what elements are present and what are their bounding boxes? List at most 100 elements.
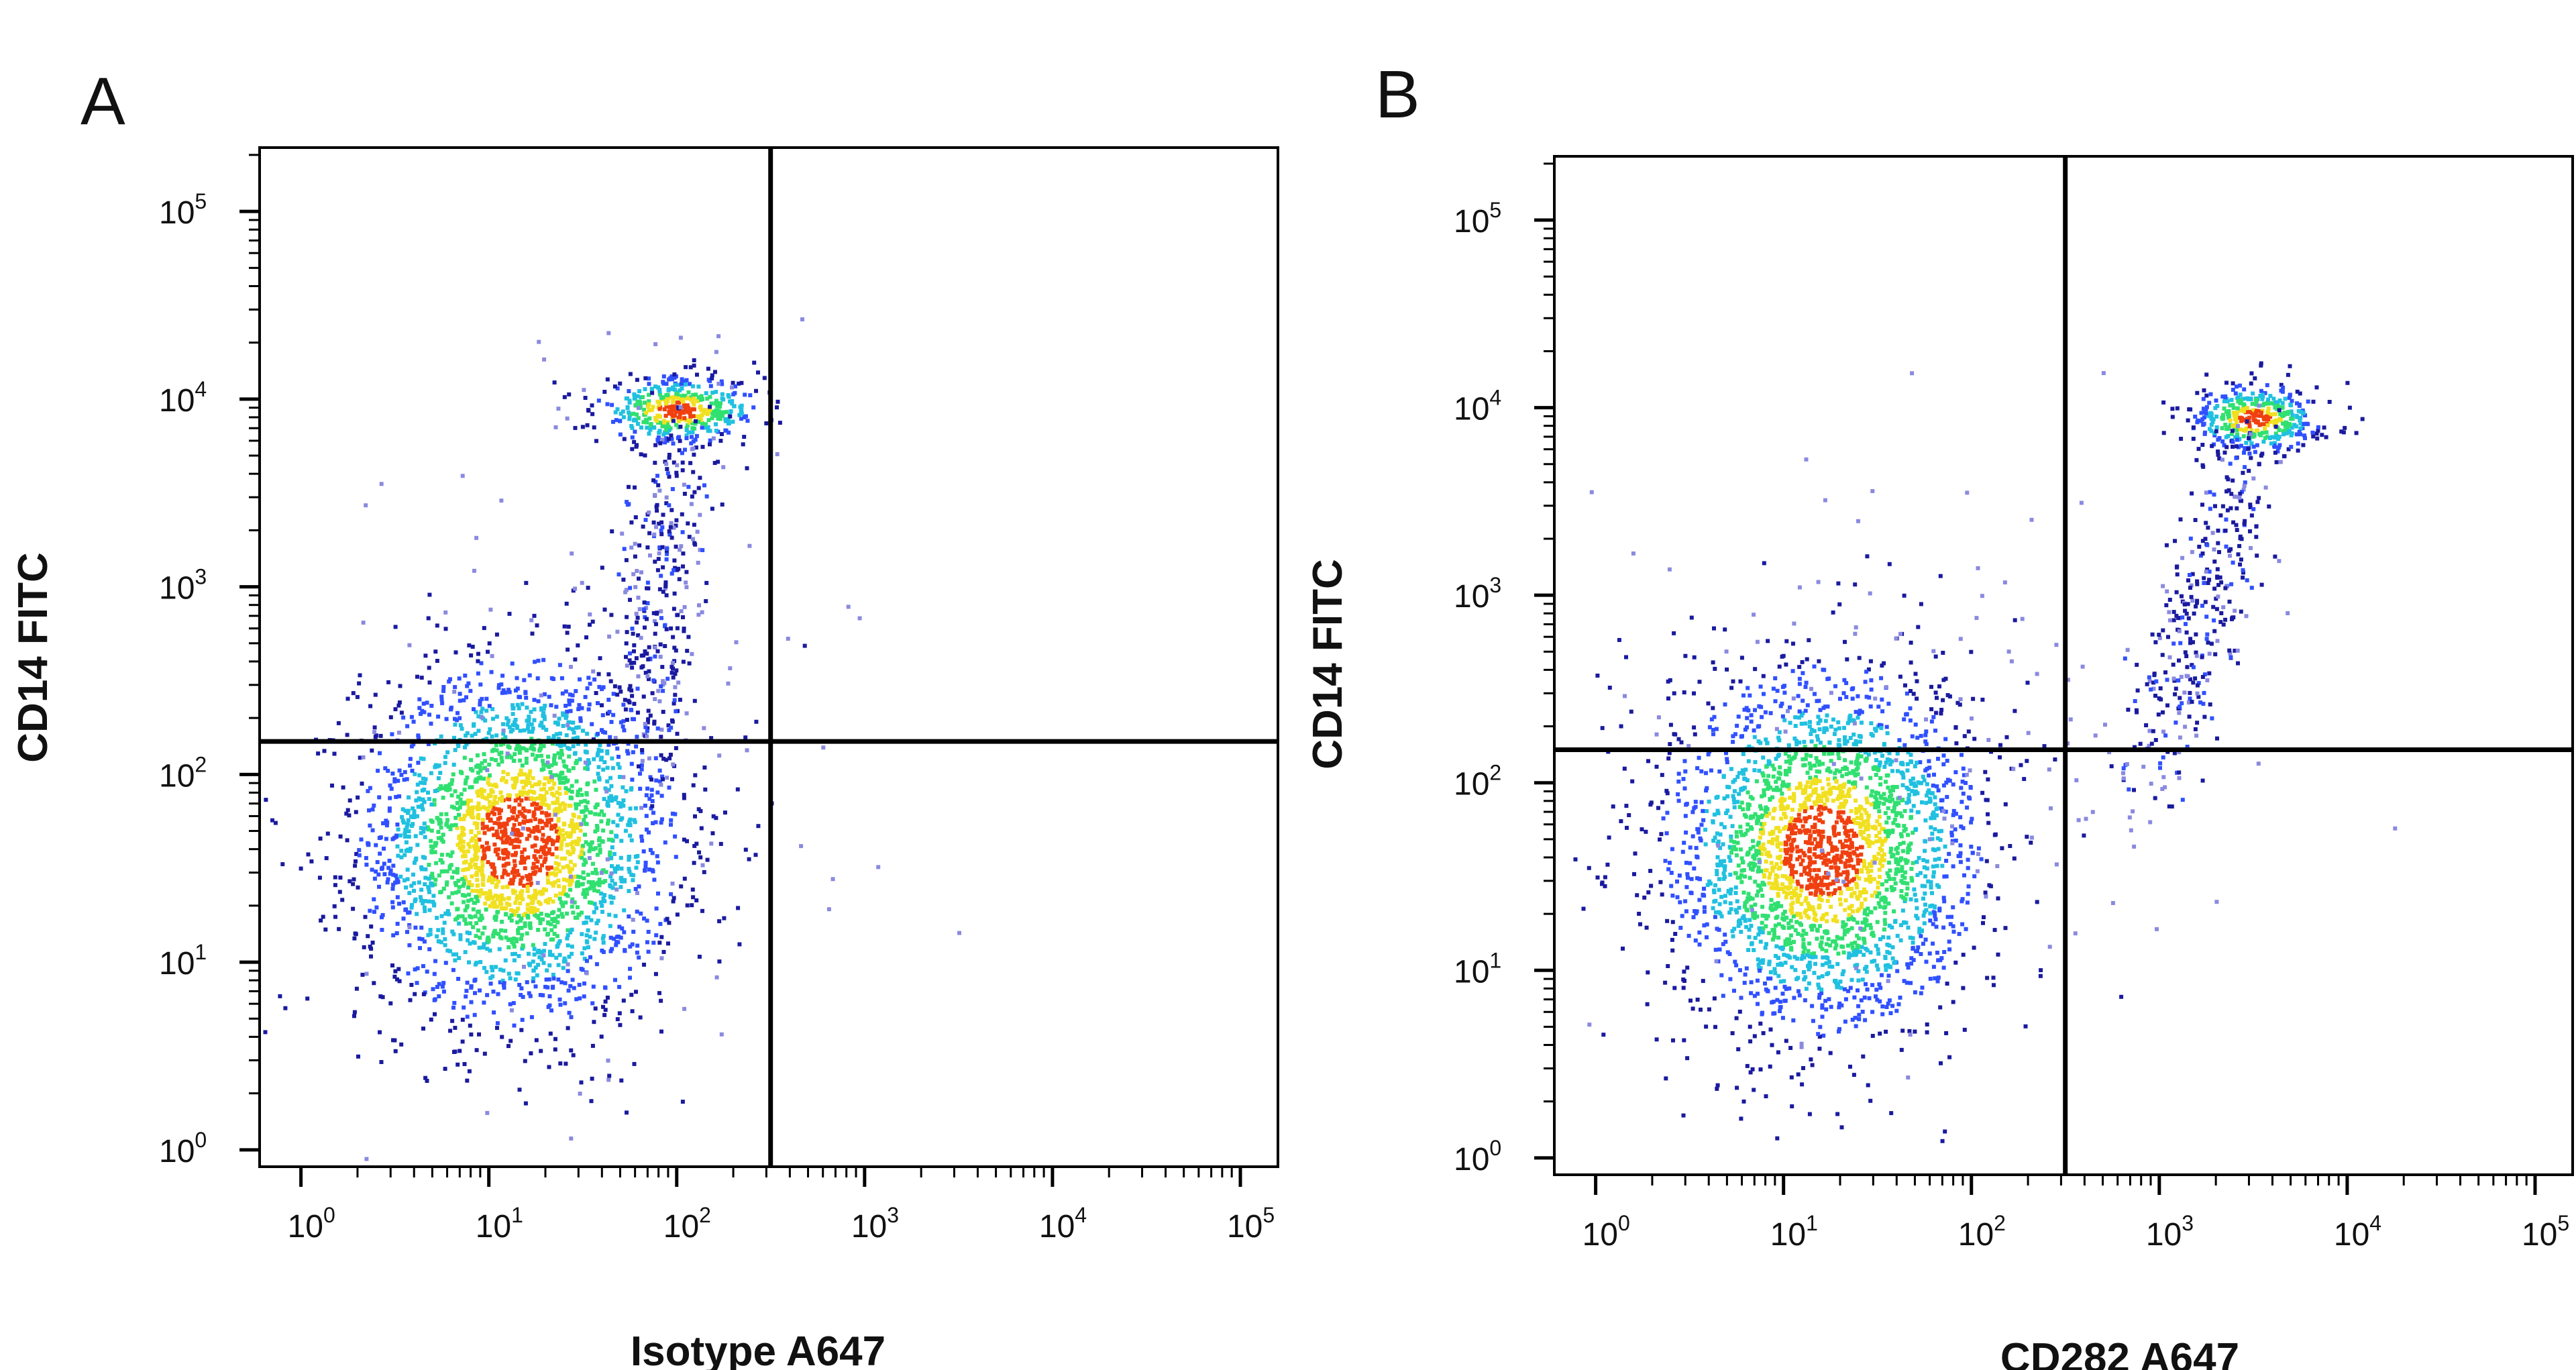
event-dot: [372, 725, 377, 730]
event-dot: [614, 935, 619, 939]
event-dot: [1728, 814, 1733, 819]
event-dot: [2003, 926, 2008, 931]
event-dot: [536, 796, 541, 800]
event-dot: [462, 849, 466, 854]
event-dot: [712, 461, 717, 465]
event-dot: [1843, 987, 1847, 992]
event-dot: [703, 787, 708, 792]
event-dot: [611, 419, 615, 424]
event-dot: [690, 494, 694, 499]
event-dot: [411, 806, 415, 810]
event-dot: [1793, 715, 1798, 720]
event-dot: [503, 958, 508, 963]
event-dot: [393, 1049, 398, 1053]
event-dot: [503, 847, 508, 852]
event-dot: [627, 410, 631, 415]
event-dot: [557, 896, 562, 901]
event-dot: [553, 823, 557, 828]
event-dot: [1787, 986, 1792, 991]
event-dot: [356, 885, 360, 890]
event-dot: [403, 827, 408, 832]
event-dot: [637, 576, 641, 581]
event-dot: [474, 961, 479, 965]
event-dot: [702, 425, 707, 430]
event-dot: [656, 891, 660, 896]
event-dot: [658, 654, 663, 659]
event-dot: [429, 829, 434, 833]
event-dot: [557, 806, 562, 811]
event-dot: [418, 946, 422, 951]
event-dot: [1889, 847, 1893, 851]
event-dot: [480, 931, 485, 936]
event-dot: [682, 409, 687, 413]
event-dot: [635, 412, 639, 417]
event-dot: [621, 803, 626, 808]
event-dot: [513, 720, 517, 725]
event-dot: [1747, 802, 1752, 807]
event-dot: [402, 831, 407, 836]
event-dot: [578, 829, 583, 833]
event-dot: [476, 814, 480, 819]
event-dot: [566, 778, 570, 783]
event-dot: [1906, 750, 1911, 755]
event-dot: [653, 492, 657, 497]
event-dot: [1799, 872, 1804, 877]
event-dot: [1868, 776, 1873, 780]
event-dot: [672, 645, 677, 650]
event-dot: [435, 623, 439, 628]
event-dot: [553, 773, 558, 778]
event-dot: [469, 839, 474, 843]
event-dot: [1882, 905, 1886, 910]
event-dot: [1813, 912, 1818, 917]
event-dot: [634, 656, 639, 661]
event-dot: [587, 702, 592, 706]
event-dot: [375, 860, 380, 864]
event-dot: [372, 910, 376, 914]
event-dot: [702, 411, 706, 415]
event-dot: [678, 425, 683, 429]
event-dot: [526, 727, 530, 731]
event-dot: [458, 805, 462, 810]
event-dot: [549, 1008, 553, 1013]
event-dot: [423, 835, 427, 839]
event-dot: [478, 988, 482, 993]
event-dot: [1873, 890, 1878, 895]
event-dot: [380, 865, 384, 870]
events-layer: [263, 317, 961, 1161]
event-dot: [478, 766, 482, 770]
y-axis-label: CD14 FITC: [10, 552, 56, 762]
event-dot: [1712, 888, 1716, 893]
event-dot: [702, 726, 706, 731]
event-dot: [1843, 997, 1848, 1002]
event-dot: [499, 928, 503, 933]
event-dot: [413, 814, 417, 819]
event-dot: [517, 839, 522, 844]
event-dot: [647, 756, 651, 761]
event-dot: [413, 967, 417, 971]
event-dot: [1942, 899, 1947, 904]
event-dot: [474, 865, 478, 870]
event-dot: [611, 820, 616, 825]
event-dot: [691, 384, 695, 388]
event-dot: [619, 411, 623, 416]
event-dot: [743, 392, 747, 397]
event-dot: [588, 935, 592, 939]
event-dot: [669, 508, 674, 513]
event-dot: [646, 708, 651, 713]
event-dot: [632, 660, 637, 665]
event-dot: [466, 867, 470, 872]
event-dot: [1780, 860, 1784, 865]
event-dot: [409, 814, 413, 819]
event-dot: [1954, 741, 1959, 745]
event-dot: [1938, 837, 1943, 842]
event-dot: [388, 796, 392, 800]
event-dot: [571, 910, 576, 915]
event-dot: [2082, 833, 2086, 838]
event-dot: [549, 775, 554, 780]
event-dot: [553, 812, 557, 817]
event-dot: [407, 849, 412, 853]
event-dot: [663, 580, 668, 585]
event-dot: [1791, 914, 1796, 918]
event-dot: [376, 768, 380, 773]
event-dot: [1884, 837, 1888, 841]
